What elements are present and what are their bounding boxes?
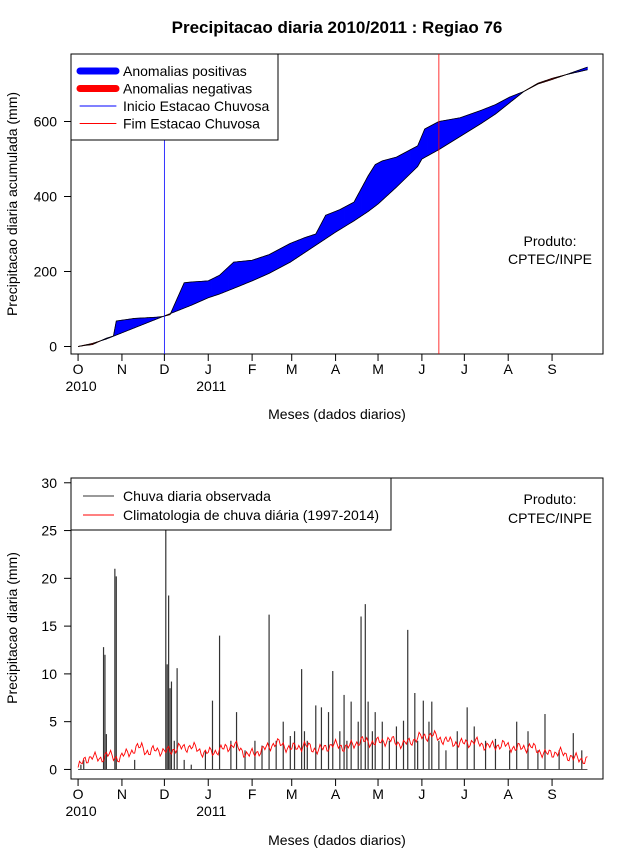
daily-axes: 0 5 10 15 20 25 30 O N D J F M A M J J A S 2010 2011	[41, 475, 556, 819]
y-tick-label: 5	[49, 714, 57, 730]
month-tick-label: O	[73, 361, 84, 377]
daily-legend: Chuva diaria observada Climatologia de ch…	[70, 477, 392, 531]
cumulative-plot-frame	[70, 53, 604, 355]
daily-xlabel: Meses (dados diarios)	[268, 832, 406, 848]
cumulative-product-source: CPTEC/INPE	[508, 251, 592, 267]
cumulative-ylabel: Precipitacao diaria acumulada (mm)	[4, 92, 20, 316]
chart-title: Precipitacao diaria 2010/2011 : Regiao 7…	[172, 18, 503, 37]
year-tick-label: 2011	[196, 378, 226, 394]
legend-label: Chuva diaria observada	[123, 488, 271, 504]
daily-product-label: Produto:	[524, 491, 577, 507]
month-tick-label: A	[504, 786, 514, 802]
anomaly-area-layer	[77, 54, 588, 354]
y-tick-label: 0	[49, 761, 57, 777]
year-tick-label: 2010	[65, 803, 96, 819]
month-tick-label: J	[418, 361, 425, 377]
y-tick-label: 10	[41, 666, 57, 682]
cumulative-product-label: Produto:	[524, 233, 577, 249]
daily-bars-layer	[77, 530, 588, 770]
month-tick-label: F	[248, 786, 257, 802]
month-tick-label: N	[117, 786, 127, 802]
month-tick-label: M	[372, 361, 384, 377]
daily-ylabel: Precipitacao diaria (mm)	[4, 552, 20, 704]
month-tick-label: A	[331, 786, 341, 802]
month-tick-label: M	[372, 786, 384, 802]
y-tick-label: 20	[41, 570, 57, 586]
legend-label: Climatologia de chuva diária (1997-2014)	[123, 507, 379, 523]
month-tick-label: M	[286, 361, 298, 377]
month-tick-label: J	[418, 786, 425, 802]
year-tick-label: 2010	[65, 378, 96, 394]
month-tick-label: A	[331, 361, 341, 377]
month-tick-label: S	[547, 786, 556, 802]
y-tick-label: 400	[34, 189, 58, 205]
month-tick-label: J	[205, 786, 212, 802]
month-tick-label: M	[286, 786, 298, 802]
cumulative-axes: 0 200 400 600 O N D J F M A M J J A S 2010 2011	[34, 114, 557, 395]
month-tick-label: J	[205, 361, 212, 377]
month-tick-label: A	[504, 361, 514, 377]
legend-label: Inicio Estacao Chuvosa	[123, 98, 270, 114]
climatology-cumulative-line	[77, 69, 588, 347]
legend-label: Anomalias positivas	[123, 63, 247, 79]
month-tick-label: S	[547, 361, 556, 377]
y-tick-label: 200	[34, 264, 58, 280]
month-tick-label: D	[159, 786, 169, 802]
cumulative-legend: Anomalias positivas Anomalias negativasIn…	[70, 53, 279, 141]
year-tick-label: 2011	[196, 803, 226, 819]
climatology-daily-line	[77, 729, 588, 768]
month-tick-label: F	[248, 361, 257, 377]
daily-panel: 0 5 10 15 20 25 30 O N D J F M A M J J A S 2010 2011 Chuva d…	[4, 475, 604, 848]
month-tick-label: J	[461, 361, 468, 377]
y-tick-label: 600	[34, 114, 58, 130]
month-tick-label: N	[117, 361, 127, 377]
legend-box	[70, 477, 392, 531]
month-tick-label: D	[159, 361, 169, 377]
cumulative-xlabel: Meses (dados diarios)	[268, 406, 406, 422]
y-tick-label: 15	[41, 618, 57, 634]
y-tick-label: 30	[41, 475, 57, 491]
y-tick-label: 0	[49, 339, 57, 355]
legend-label: Fim Estacao Chuvosa	[123, 116, 260, 132]
cumulative-panel: 0 200 400 600 O N D J F M A M J J A S 2010 2011 Anomalias…	[4, 53, 604, 422]
legend-label: Anomalias negativas	[123, 81, 252, 97]
daily-product-source: CPTEC/INPE	[508, 510, 592, 526]
y-tick-label: 25	[41, 523, 57, 539]
month-tick-label: O	[73, 786, 84, 802]
month-tick-label: J	[461, 786, 468, 802]
